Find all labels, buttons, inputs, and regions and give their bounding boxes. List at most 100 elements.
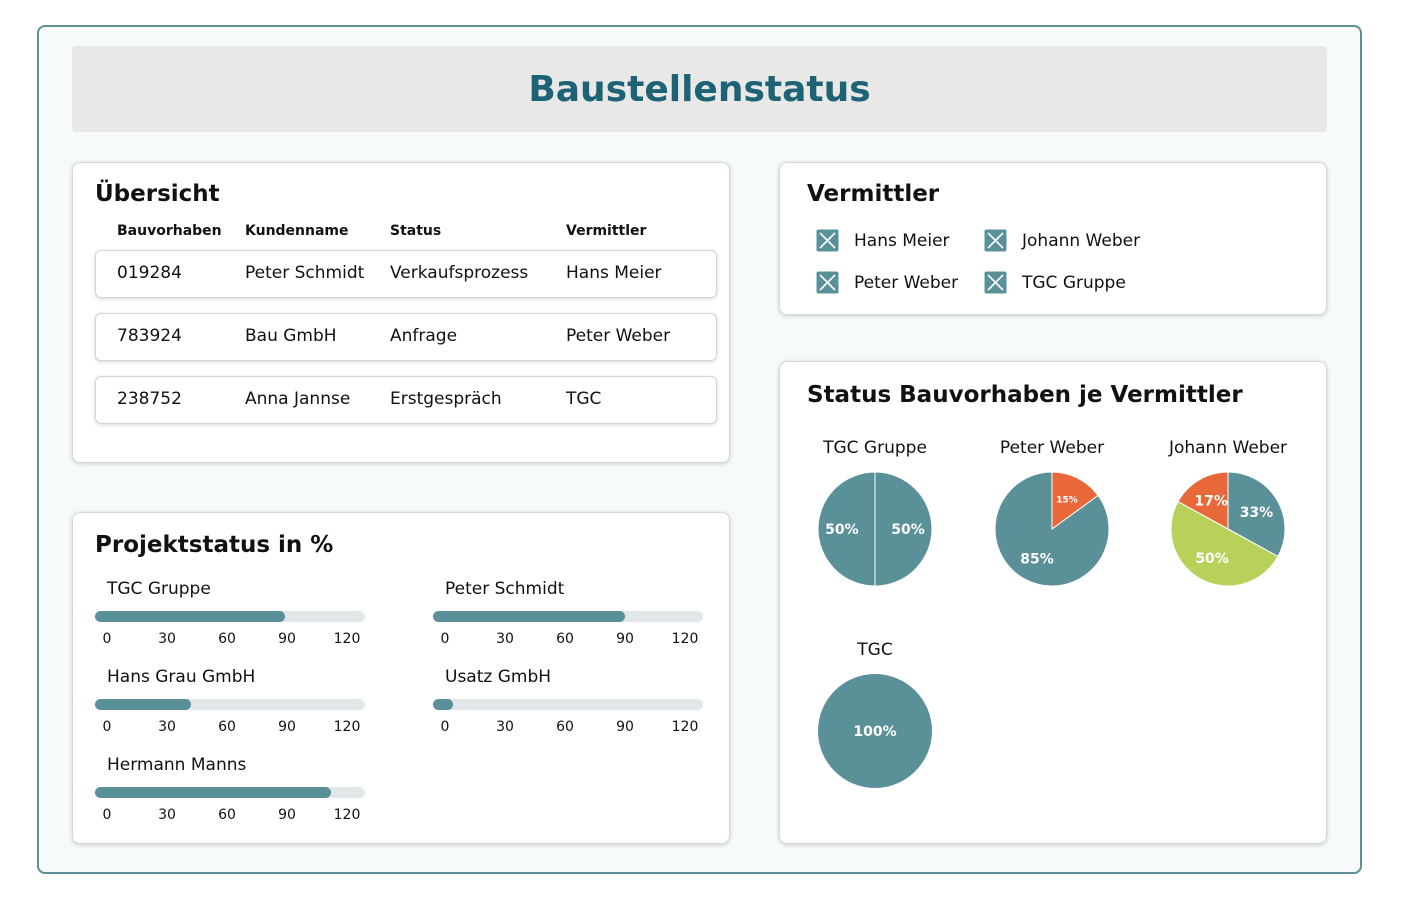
project-progress: Peter Schmidt 0 30 60 90 120: [433, 579, 708, 654]
pie-slice-label: 33%: [1240, 505, 1274, 521]
progress-tick-label: 60: [218, 631, 236, 647]
pie-chart: 15% 85%: [990, 467, 1114, 591]
progress-tick-label: 30: [496, 631, 514, 647]
progress-track: [433, 611, 703, 622]
pie-slice: [1177, 471, 1229, 530]
progress-tick-label: 60: [556, 631, 574, 647]
progress-tick-label: 90: [278, 807, 296, 823]
project-progress: Hermann Manns 0 30 60 90 120: [95, 755, 370, 830]
project-progress: Hans Grau GmbH 0 30 60 90 120: [95, 667, 370, 742]
pie-chart: 50% 50%: [813, 467, 937, 591]
table-cell: Hans Meier: [566, 263, 662, 283]
pie-slice: [1170, 500, 1279, 587]
table-row[interactable]: 783924 Bau GmbH Anfrage Peter Weber: [95, 313, 717, 361]
column-header: Vermittler: [566, 223, 647, 239]
checkbox-icon[interactable]: [816, 271, 839, 294]
pie-slice-label: 85%: [1020, 551, 1054, 567]
pie-slice: [1051, 471, 1099, 530]
table-cell: 783924: [117, 326, 182, 346]
pie-slice-label: 100%: [853, 724, 896, 740]
checkbox-icon[interactable]: [984, 271, 1007, 294]
pie-slice: [994, 471, 1110, 587]
progress-label: Usatz GmbH: [445, 667, 552, 687]
progress-tick-label: 120: [333, 631, 361, 647]
progress-label: Hermann Manns: [107, 755, 247, 775]
progress-tick-label: 60: [218, 719, 236, 735]
progress-tick-label: 0: [440, 631, 450, 647]
pie-chart: 100%: [813, 669, 937, 793]
progress-label: Peter Schmidt: [445, 579, 565, 599]
vermittler-card: [779, 162, 1327, 315]
column-header: Kundenname: [245, 223, 349, 239]
table-cell: TGC: [566, 389, 602, 409]
table-cell: Erstgespräch: [390, 389, 502, 409]
page-title: Baustellenstatus: [528, 68, 871, 110]
table-cell: 238752: [117, 389, 182, 409]
progress-tick-label: 60: [218, 807, 236, 823]
progress-tick-label: 30: [158, 807, 176, 823]
progress-fill: [95, 699, 191, 710]
vermittler-label: TGC Gruppe: [1022, 272, 1126, 293]
pie-slice: [1227, 471, 1286, 558]
status-chart-title: Status Bauvorhaben je Vermittler: [807, 382, 1243, 408]
table-row[interactable]: 238752 Anna Jannse Erstgespräch TGC: [95, 376, 717, 424]
progress-tick-label: 90: [616, 631, 634, 647]
pie-title: Peter Weber: [999, 438, 1105, 458]
progress-tick-label: 120: [671, 631, 699, 647]
progress-tick-label: 30: [158, 631, 176, 647]
progress-fill: [95, 611, 285, 622]
table-cell: Anna Jannse: [245, 389, 351, 409]
table-row[interactable]: 019284 Peter Schmidt Verkaufsprozess Hans M…: [95, 250, 717, 298]
checkbox-icon[interactable]: [984, 229, 1007, 252]
column-header: Bauvorhaben: [117, 223, 222, 239]
overview-title: Übersicht: [95, 181, 220, 207]
vermittler-label: Peter Weber: [854, 272, 959, 293]
progress-track: [95, 611, 365, 622]
project-progress: TGC Gruppe 0 30 60 90 120: [95, 579, 370, 654]
progress-label: Hans Grau GmbH: [107, 667, 256, 687]
pie-slice: [818, 674, 932, 788]
progress-label: TGC Gruppe: [107, 579, 211, 599]
vermittler-label: Hans Meier: [854, 230, 950, 251]
checkbox-icon[interactable]: [816, 229, 839, 252]
progress-track: [433, 699, 703, 710]
progress-fill: [433, 611, 625, 622]
progress-tick-label: 120: [333, 807, 361, 823]
progress-fill: [433, 699, 453, 710]
progress-tick-label: 30: [158, 719, 176, 735]
progress-track: [95, 699, 365, 710]
pie-slice-label: 50%: [825, 522, 859, 538]
pie-title: TGC: [857, 640, 893, 660]
progress-tick-label: 0: [102, 631, 112, 647]
table-cell: Verkaufsprozess: [390, 263, 529, 283]
vermittler-label: Johann Weber: [1022, 230, 1141, 251]
progress-tick-label: 90: [616, 719, 634, 735]
pie-slice: [874, 471, 933, 587]
progress-tick-label: 90: [278, 719, 296, 735]
progress-tick-label: 0: [102, 807, 112, 823]
vermittler-filter-item[interactable]: Johann Weber: [984, 229, 1140, 252]
pie-slice-label: 17%: [1194, 493, 1228, 509]
project-status-title: Projektstatus in %: [95, 532, 334, 558]
table-cell: 019284: [117, 263, 182, 283]
pie-title: Johann Weber: [1168, 438, 1288, 458]
pie-slice-label: 15%: [1056, 496, 1078, 506]
table-cell: Bau GmbH: [245, 326, 337, 346]
column-header: Status: [390, 223, 442, 239]
project-progress: Usatz GmbH 0 30 60 90 120: [433, 667, 708, 742]
pie-slice: [817, 471, 876, 587]
progress-fill: [95, 787, 331, 798]
vermittler-title: Vermittler: [807, 181, 940, 207]
page-header: Baustellenstatus: [72, 46, 1327, 132]
table-cell: Peter Schmidt: [245, 263, 365, 283]
progress-track: [95, 787, 365, 798]
progress-tick-label: 0: [102, 719, 112, 735]
pie-chart: 33% 50% 17%: [1166, 467, 1290, 591]
vermittler-filter-item[interactable]: TGC Gruppe: [984, 271, 1126, 294]
vermittler-filter-item[interactable]: Hans Meier: [816, 229, 950, 252]
progress-tick-label: 0: [440, 719, 450, 735]
vermittler-filter-item[interactable]: Peter Weber: [816, 271, 958, 294]
pie-slice-label: 50%: [891, 522, 925, 538]
progress-tick-label: 30: [496, 719, 514, 735]
table-cell: Anfrage: [390, 326, 458, 346]
